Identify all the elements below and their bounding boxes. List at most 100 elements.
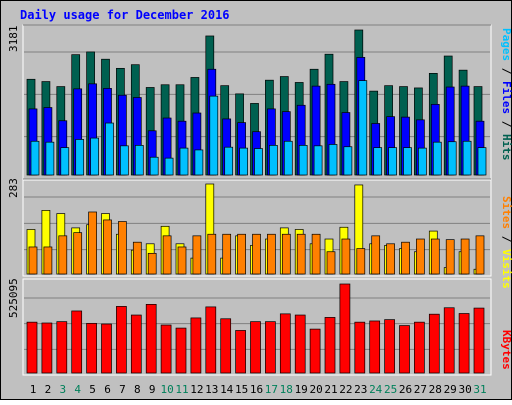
x-tick-label-day-17: 17 [265,383,278,396]
bar-pages-day-20 [313,145,323,176]
bar-kbytes-day-4 [71,310,83,374]
legend-kbytes: KBytes [500,330,512,370]
bar-pages-day-31 [477,147,487,176]
bar-pages-day-29 [447,141,457,176]
legend-separator: / [500,229,512,249]
bar-pages-day-9 [149,156,159,176]
bar-kbytes-day-9 [145,304,157,374]
x-tick-label-day-19: 19 [295,383,308,396]
x-axis-day-labels: 1 2 3 4 5 6 7 8 9 10 11 12 13 14 15 16 17 18 19 20 21 22 23 24 2… [30,383,487,396]
bar-sites-day-18 [281,233,291,275]
x-tick-label-day-27: 27 [414,383,427,396]
x-tick-label-day-4: 4 [74,383,81,396]
bar-kbytes-day-29 [443,307,455,374]
bar-kbytes-day-10 [160,324,172,374]
bar-kbytes-day-21 [324,317,336,374]
bar-pages-day-14 [224,146,234,176]
bar-sites-day-23 [356,248,366,275]
bar-kbytes-day-15 [235,330,246,374]
bar-sites-day-27 [416,238,425,275]
chart-title: Daily usage for December 2016 [20,8,230,22]
bar-sites-day-8 [132,241,142,275]
legend-separator: / [500,114,512,134]
legend-item-sites: Sites [500,196,512,229]
x-tick-label-day-30: 30 [458,383,471,396]
x-tick-label-day-2: 2 [45,383,52,396]
bar-pages-day-5 [90,137,99,176]
bar-sites-day-16 [252,233,261,275]
bar-pages-day-27 [418,147,427,176]
bar-pages-day-28 [432,141,442,176]
bar-sites-day-22 [341,238,351,275]
bar-pages-day-12 [194,149,204,176]
bar-sites-day-20 [311,233,321,275]
legend-hits-files-pages: Pages / Files / Hits [500,28,512,161]
bar-kbytes-day-25 [384,319,395,374]
legend-visits-sites: Sites / Visits [500,196,512,289]
bar-sites-day-15 [237,233,246,275]
bar-pages-day-16 [254,148,263,176]
bar-kbytes-day-6 [101,323,112,374]
bar-kbytes-day-26 [399,325,410,374]
bar-pages-day-26 [403,147,412,176]
x-tick-label-day-29: 29 [444,383,457,396]
x-tick-label-day-22: 22 [339,383,352,396]
bar-pages-day-7 [120,145,129,176]
legend-item-visits: Visits [500,249,512,289]
bar-sites-day-4 [73,232,83,275]
bar-sites-day-6 [103,219,112,275]
legend-item-kbytes: KBytes [500,330,512,370]
bar-kbytes-day-23 [354,321,366,374]
bar-kbytes-day-8 [130,314,142,374]
bar-kbytes-day-17 [265,321,276,374]
bar-sites-day-13 [207,233,217,275]
x-tick-label-day-3: 3 [59,383,66,396]
bar-sites-day-2 [43,246,53,275]
bar-sites-day-24 [371,235,381,275]
x-tick-label-day-5: 5 [89,383,96,396]
x-tick-label-day-26: 26 [399,383,412,396]
bar-kbytes-day-31 [473,307,485,374]
bar-kbytes-day-24 [369,320,381,374]
legend-item-hits: Hits [500,134,512,161]
bar-kbytes-day-5 [86,322,97,374]
x-tick-label-day-28: 28 [429,383,442,396]
bar-sites-day-10 [162,235,172,275]
bar-sites-day-5 [88,211,97,275]
bar-sites-day-29 [445,239,455,275]
bar-kbytes-day-12 [190,317,202,374]
x-tick-label-day-31: 31 [473,383,486,396]
bar-pages-day-24 [373,147,383,176]
bar-pages-day-6 [105,122,114,176]
bar-kbytes-day-13 [205,306,217,374]
x-tick-label-day-25: 25 [384,383,397,396]
bar-pages-day-8 [134,145,144,176]
bar-pages-day-15 [239,147,248,176]
bar-kbytes-day-28 [428,313,440,374]
bar-sites-day-14 [222,233,232,275]
x-tick-label-day-8: 8 [134,383,141,396]
bar-pages-day-19 [298,145,308,176]
bar-pages-day-30 [462,140,472,176]
x-tick-label-day-20: 20 [309,383,322,396]
bar-kbytes-day-30 [458,313,470,374]
bar-pages-day-13 [209,95,219,176]
x-tick-label-day-15: 15 [235,383,248,396]
x-tick-label-day-6: 6 [104,383,111,396]
bar-sites-day-28 [430,238,440,275]
bar-pages-day-11 [179,147,189,176]
kbytes-bars [26,283,485,374]
bar-pages-day-4 [75,139,85,176]
bar-kbytes-day-14 [220,318,232,374]
x-tick-label-day-10: 10 [160,383,173,396]
bar-sites-day-17 [267,233,276,275]
x-tick-label-day-11: 11 [175,383,188,396]
x-tick-label-day-23: 23 [354,383,367,396]
bar-kbytes-day-7 [116,306,127,374]
bar-kbytes-day-18 [279,313,291,374]
ymax-label-visits: 283 [7,178,20,198]
bar-kbytes-day-27 [414,321,425,374]
bar-kbytes-day-22 [339,283,351,374]
bar-kbytes-day-2 [41,322,53,374]
